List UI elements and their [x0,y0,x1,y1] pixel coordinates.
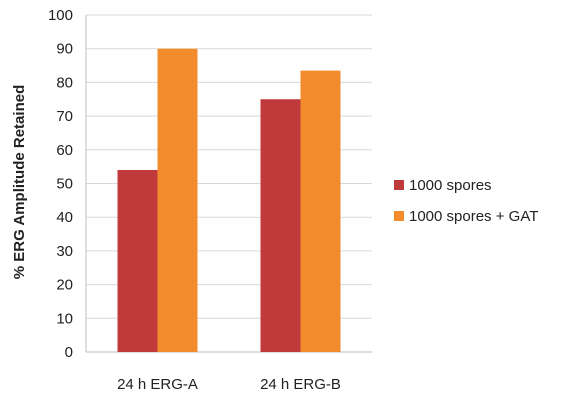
bar-1000-spores-2 [260,99,301,352]
legend-swatch [394,211,404,221]
y-tick-label: 70 [56,108,73,125]
y-tick-label: 60 [56,142,73,159]
y-tick-label: 40 [56,209,73,226]
x-category-label: 24 h ERG-B [260,376,341,393]
y-tick-label: 0 [65,344,73,361]
legend: 1000 spores 1000 spores + GAT [394,177,538,225]
bar-1000-spores-gat-1 [157,48,198,352]
y-tick-label: 10 [56,310,73,327]
x-category-label: 24 h ERG-A [117,376,198,393]
y-tick-label: 50 [56,176,73,193]
legend-swatch [394,180,404,190]
y-tick-label: 100 [48,7,73,24]
legend-label: 1000 spores [409,177,492,194]
bar-1000-spores-gat-2 [300,70,341,352]
axes: 0 10 20 30 40 50 60 70 80 90 100 24 h ERG-A 24 h ERG… [48,7,341,393]
y-tick-label: 20 [56,277,73,294]
y-tick-label: 90 [56,41,73,58]
y-tick-label: 30 [56,243,73,260]
y-tick-label: 80 [56,74,73,91]
y-axis-title: % ERG Amplitude Retained [11,85,28,279]
bars [117,48,341,352]
legend-label: 1000 spores + GAT [409,208,538,225]
bar-1000-spores-1 [117,170,158,352]
